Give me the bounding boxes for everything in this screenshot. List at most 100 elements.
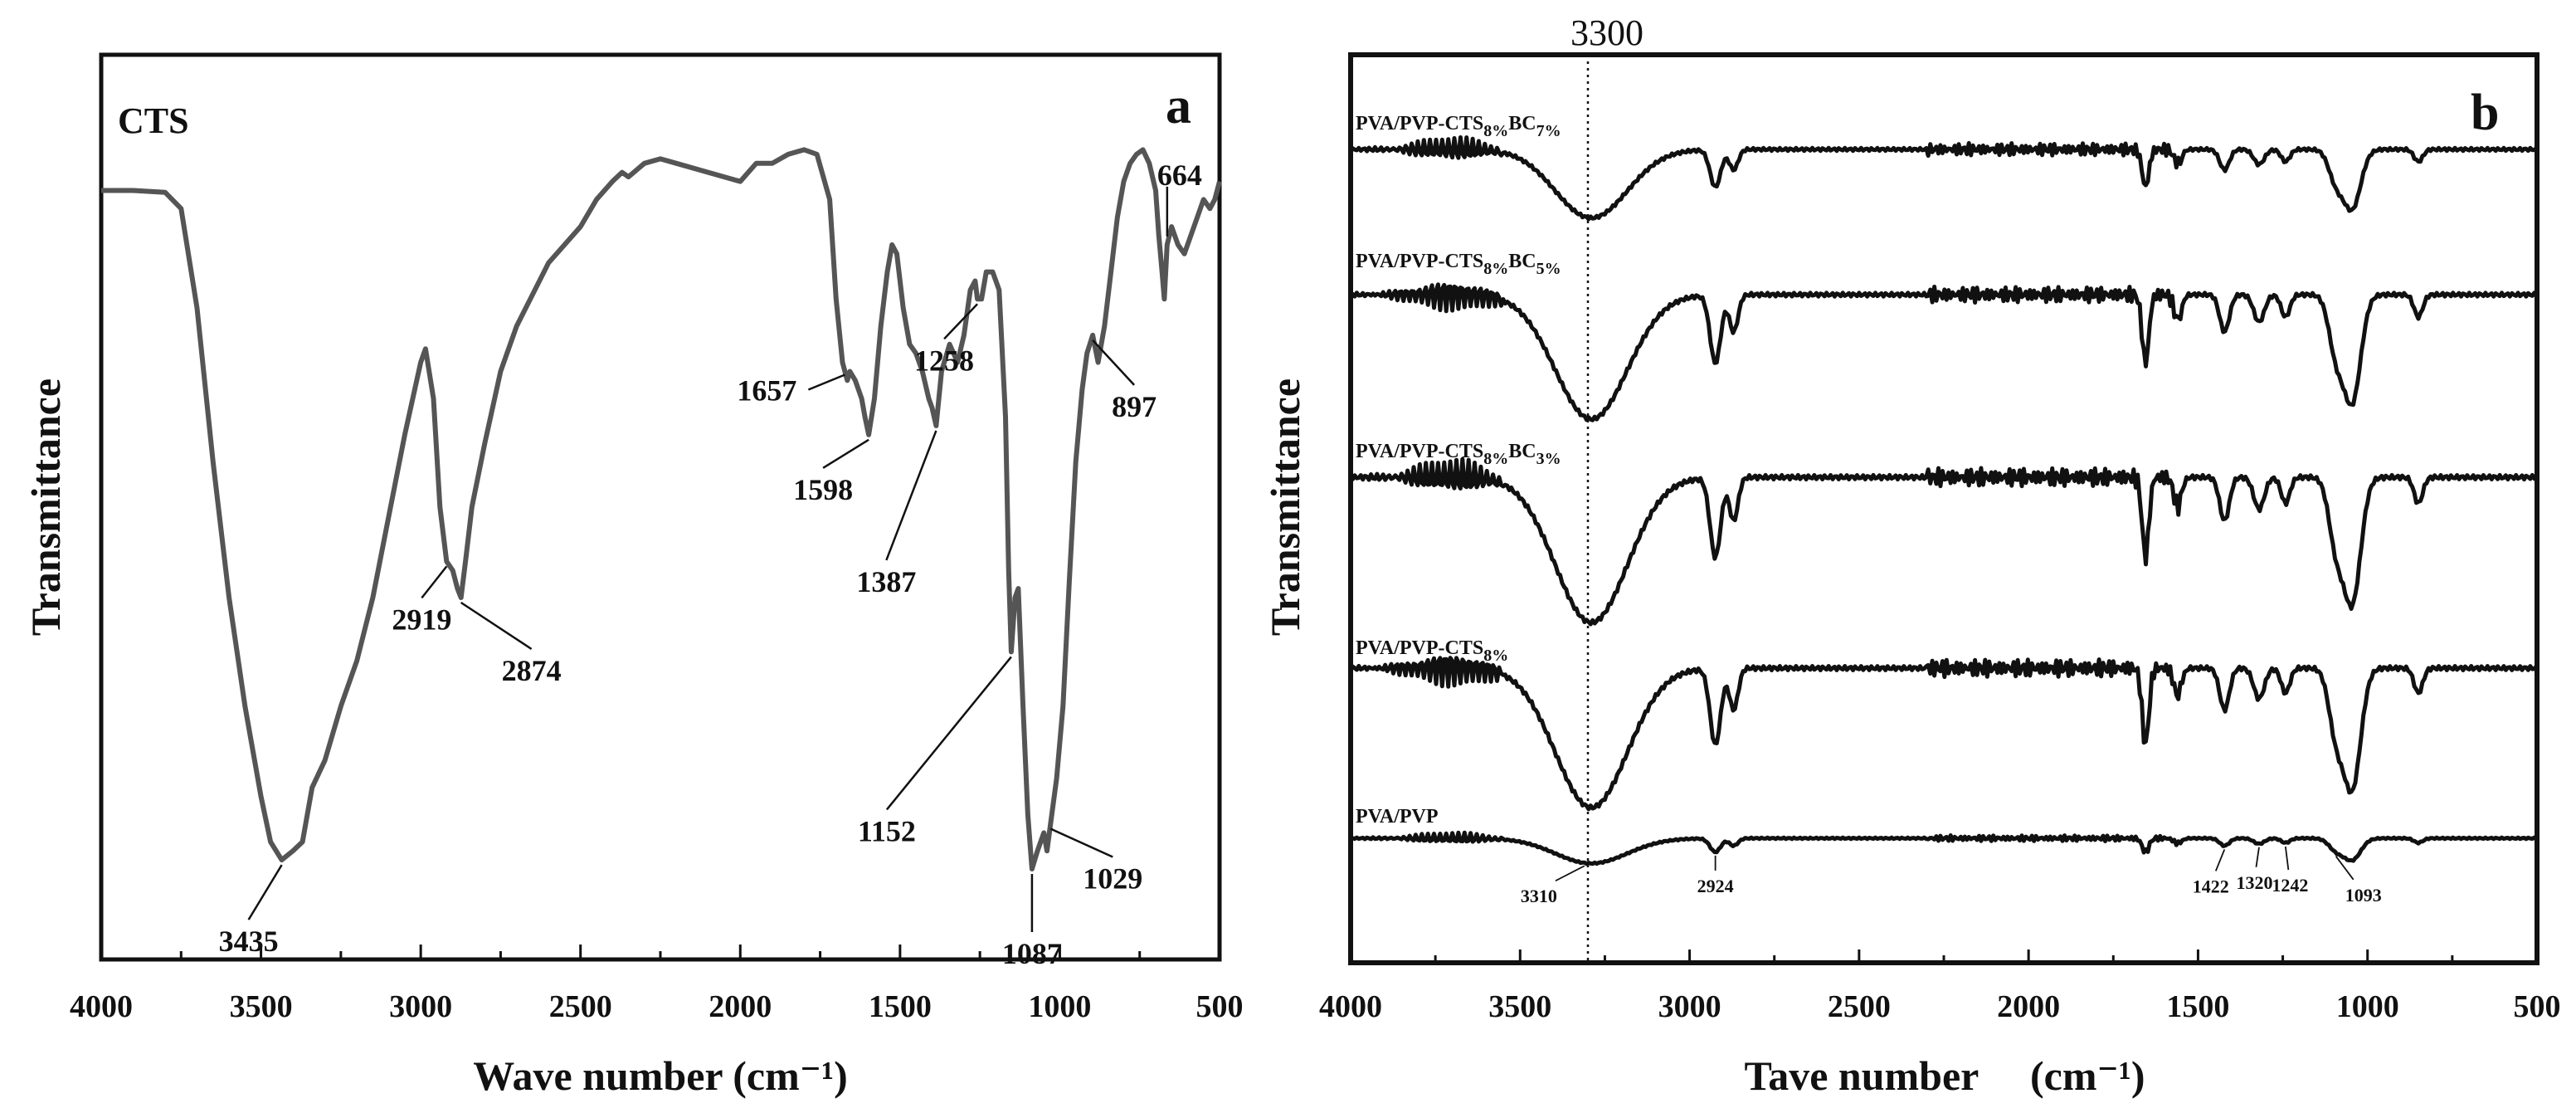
annotation-leader [421,565,448,599]
panel-a-peak-annotations: 3435 2919 2874 1657 1598 1387 1258 1152 1087 1029… [219,159,1202,970]
peak-label-1320: 1320 [2236,847,2272,893]
peak-annotation-2874: 2874 [460,601,562,687]
panel-b: 3300 4000 3500 3000 2500 2000 1500 1000 500 PVA… [1262,12,2561,1099]
series-label-1: PVA/PVP-CTS8%BC7% [1356,113,1561,140]
series-label-base: PVA/PVP-CTS [1356,637,1483,659]
series-label-sub: 8% [1483,450,1508,468]
a-x-tick-label: 2000 [709,989,772,1024]
annotation-text: 897 [1112,390,1157,423]
panel-a-letter: a [1166,78,1191,134]
peak-annotation-1029: 1029 [1049,827,1142,896]
series-label-sub: 8% [1483,647,1508,665]
annotation-text: 3435 [219,925,279,958]
peak-text: 2924 [1697,876,1734,896]
peak-leader [2284,846,2290,871]
b-x-tick-label: 500 [2514,989,2561,1024]
panel-a-x-ticks [100,945,1221,959]
peak-annotation-2919: 2919 [392,565,451,636]
series-label-mid: BC [1508,441,1536,462]
panel-b-x-ticks [1349,949,2539,963]
peak-annotation-1258: 1258 [914,303,978,377]
series-label-mid: BC [1508,113,1536,134]
panel-b-series-labels: PVA/PVP-CTS8%BC7%PVA/PVP-CTS8%BC5%PVA/PV… [1356,113,1561,827]
peak-annotation-664: 664 [1157,159,1202,237]
peak-annotation-3435: 3435 [219,864,283,958]
series-label-base: PVA/PVP [1356,806,1439,827]
annotation-text: 1598 [793,473,853,506]
annotation-leader [885,430,937,561]
peak-text: 3310 [1521,886,1557,906]
series-label-sub: 3% [1536,450,1561,468]
peak-annotation-1087: 1087 [1002,874,1062,970]
series-label-base: PVA/PVP-CTS [1356,441,1483,462]
peak-leader [2214,849,2226,871]
spectrum-line-3 [1348,456,2538,627]
b-x-tick-label: 1500 [2166,989,2229,1024]
peak-text: 1093 [2345,885,2382,906]
annotation-text: 1258 [914,344,974,377]
b-x-tick-label: 2500 [1828,989,1891,1024]
series-label-base: PVA/PVP-CTS [1356,251,1483,272]
b-x-tick-label: 2000 [1997,989,2060,1024]
annotation-text: 1087 [1002,937,1062,970]
series-label-4: PVA/PVP-CTS8% [1356,637,1508,665]
panel-b-letter: b [2471,85,2499,141]
panel-b-x-axis-title: Tave number (cm⁻¹) [1744,1052,2145,1099]
b-x-tick-label: 3500 [1488,989,1551,1024]
peak-label-1242: 1242 [2272,846,2308,896]
series-label-base: PVA/PVP-CTS [1356,113,1483,134]
panel-b-x-tick-labels: 4000 3500 3000 2500 2000 1500 1000 500 [1319,989,2561,1024]
peak-text: 1422 [2193,876,2229,896]
a-x-tick-label: 1500 [869,989,932,1024]
panel-b-y-axis-title: Transmittance [1262,378,1308,636]
peak-annotation-897: 897 [1092,339,1157,423]
panel-b-spectra [1348,135,2539,866]
annotation-leader [943,303,978,340]
annotation-text: 664 [1157,159,1202,192]
a-x-tick-label: 3500 [230,989,293,1024]
panel-a-y-axis-title: Transmittance [22,378,69,636]
panel-a-x-tick-labels: 4000 3500 3000 2500 2000 1500 1000 500 [70,989,1244,1024]
panel-a-x-axis-title: Wave number (cm⁻¹) [473,1052,848,1099]
peak-label-3310: 3310 [1521,865,1585,906]
series-label-mid: BC [1508,251,1536,272]
series-label-5: PVA/PVP [1356,806,1439,827]
annotation-text: 1029 [1083,862,1142,896]
peak-text: 1242 [2272,875,2308,896]
annotation-text: 2874 [502,654,562,687]
reference-line-label: 3300 [1570,12,1643,53]
peak-annotation-1387: 1387 [856,430,937,598]
spectrum-line-1 [1349,135,2538,222]
cts-label: CTS [118,100,189,141]
peak-text: 1320 [2236,872,2272,893]
annotation-text: 1387 [856,565,916,598]
peak-label-2924: 2924 [1697,855,1734,896]
peak-annotation-1657: 1657 [737,373,845,408]
spectrum-line-2 [1350,282,2539,422]
spectrum-line-5 [1350,830,2538,866]
a-x-tick-label: 2500 [549,989,612,1024]
peak-annotation-1152: 1152 [858,656,1012,847]
peak-annotation-1598: 1598 [793,438,869,506]
series-label-sub: 8% [1483,260,1508,278]
annotation-text: 1657 [737,374,796,408]
spectrum-line-4 [1348,656,2539,812]
annotation-text: 2919 [392,603,451,636]
annotation-leader [822,438,869,469]
series-label-sub: 8% [1483,122,1508,140]
b-x-tick-label: 3000 [1658,989,1721,1024]
peak-leader [2255,847,2260,867]
annotation-leader [1049,827,1113,858]
cts-spectrum-line [101,147,1222,871]
series-label-3: PVA/PVP-CTS8%BC3% [1356,441,1561,468]
annotation-leader [807,373,845,391]
a-x-tick-label: 4000 [70,989,133,1024]
b-x-tick-label: 4000 [1319,989,1382,1024]
annotation-leader [1092,339,1136,386]
annotation-leader [885,656,1012,811]
series-label-2: PVA/PVP-CTS8%BC5% [1356,251,1561,278]
a-x-tick-label: 3000 [389,989,452,1024]
peak-label-1422: 1422 [2193,849,2229,896]
